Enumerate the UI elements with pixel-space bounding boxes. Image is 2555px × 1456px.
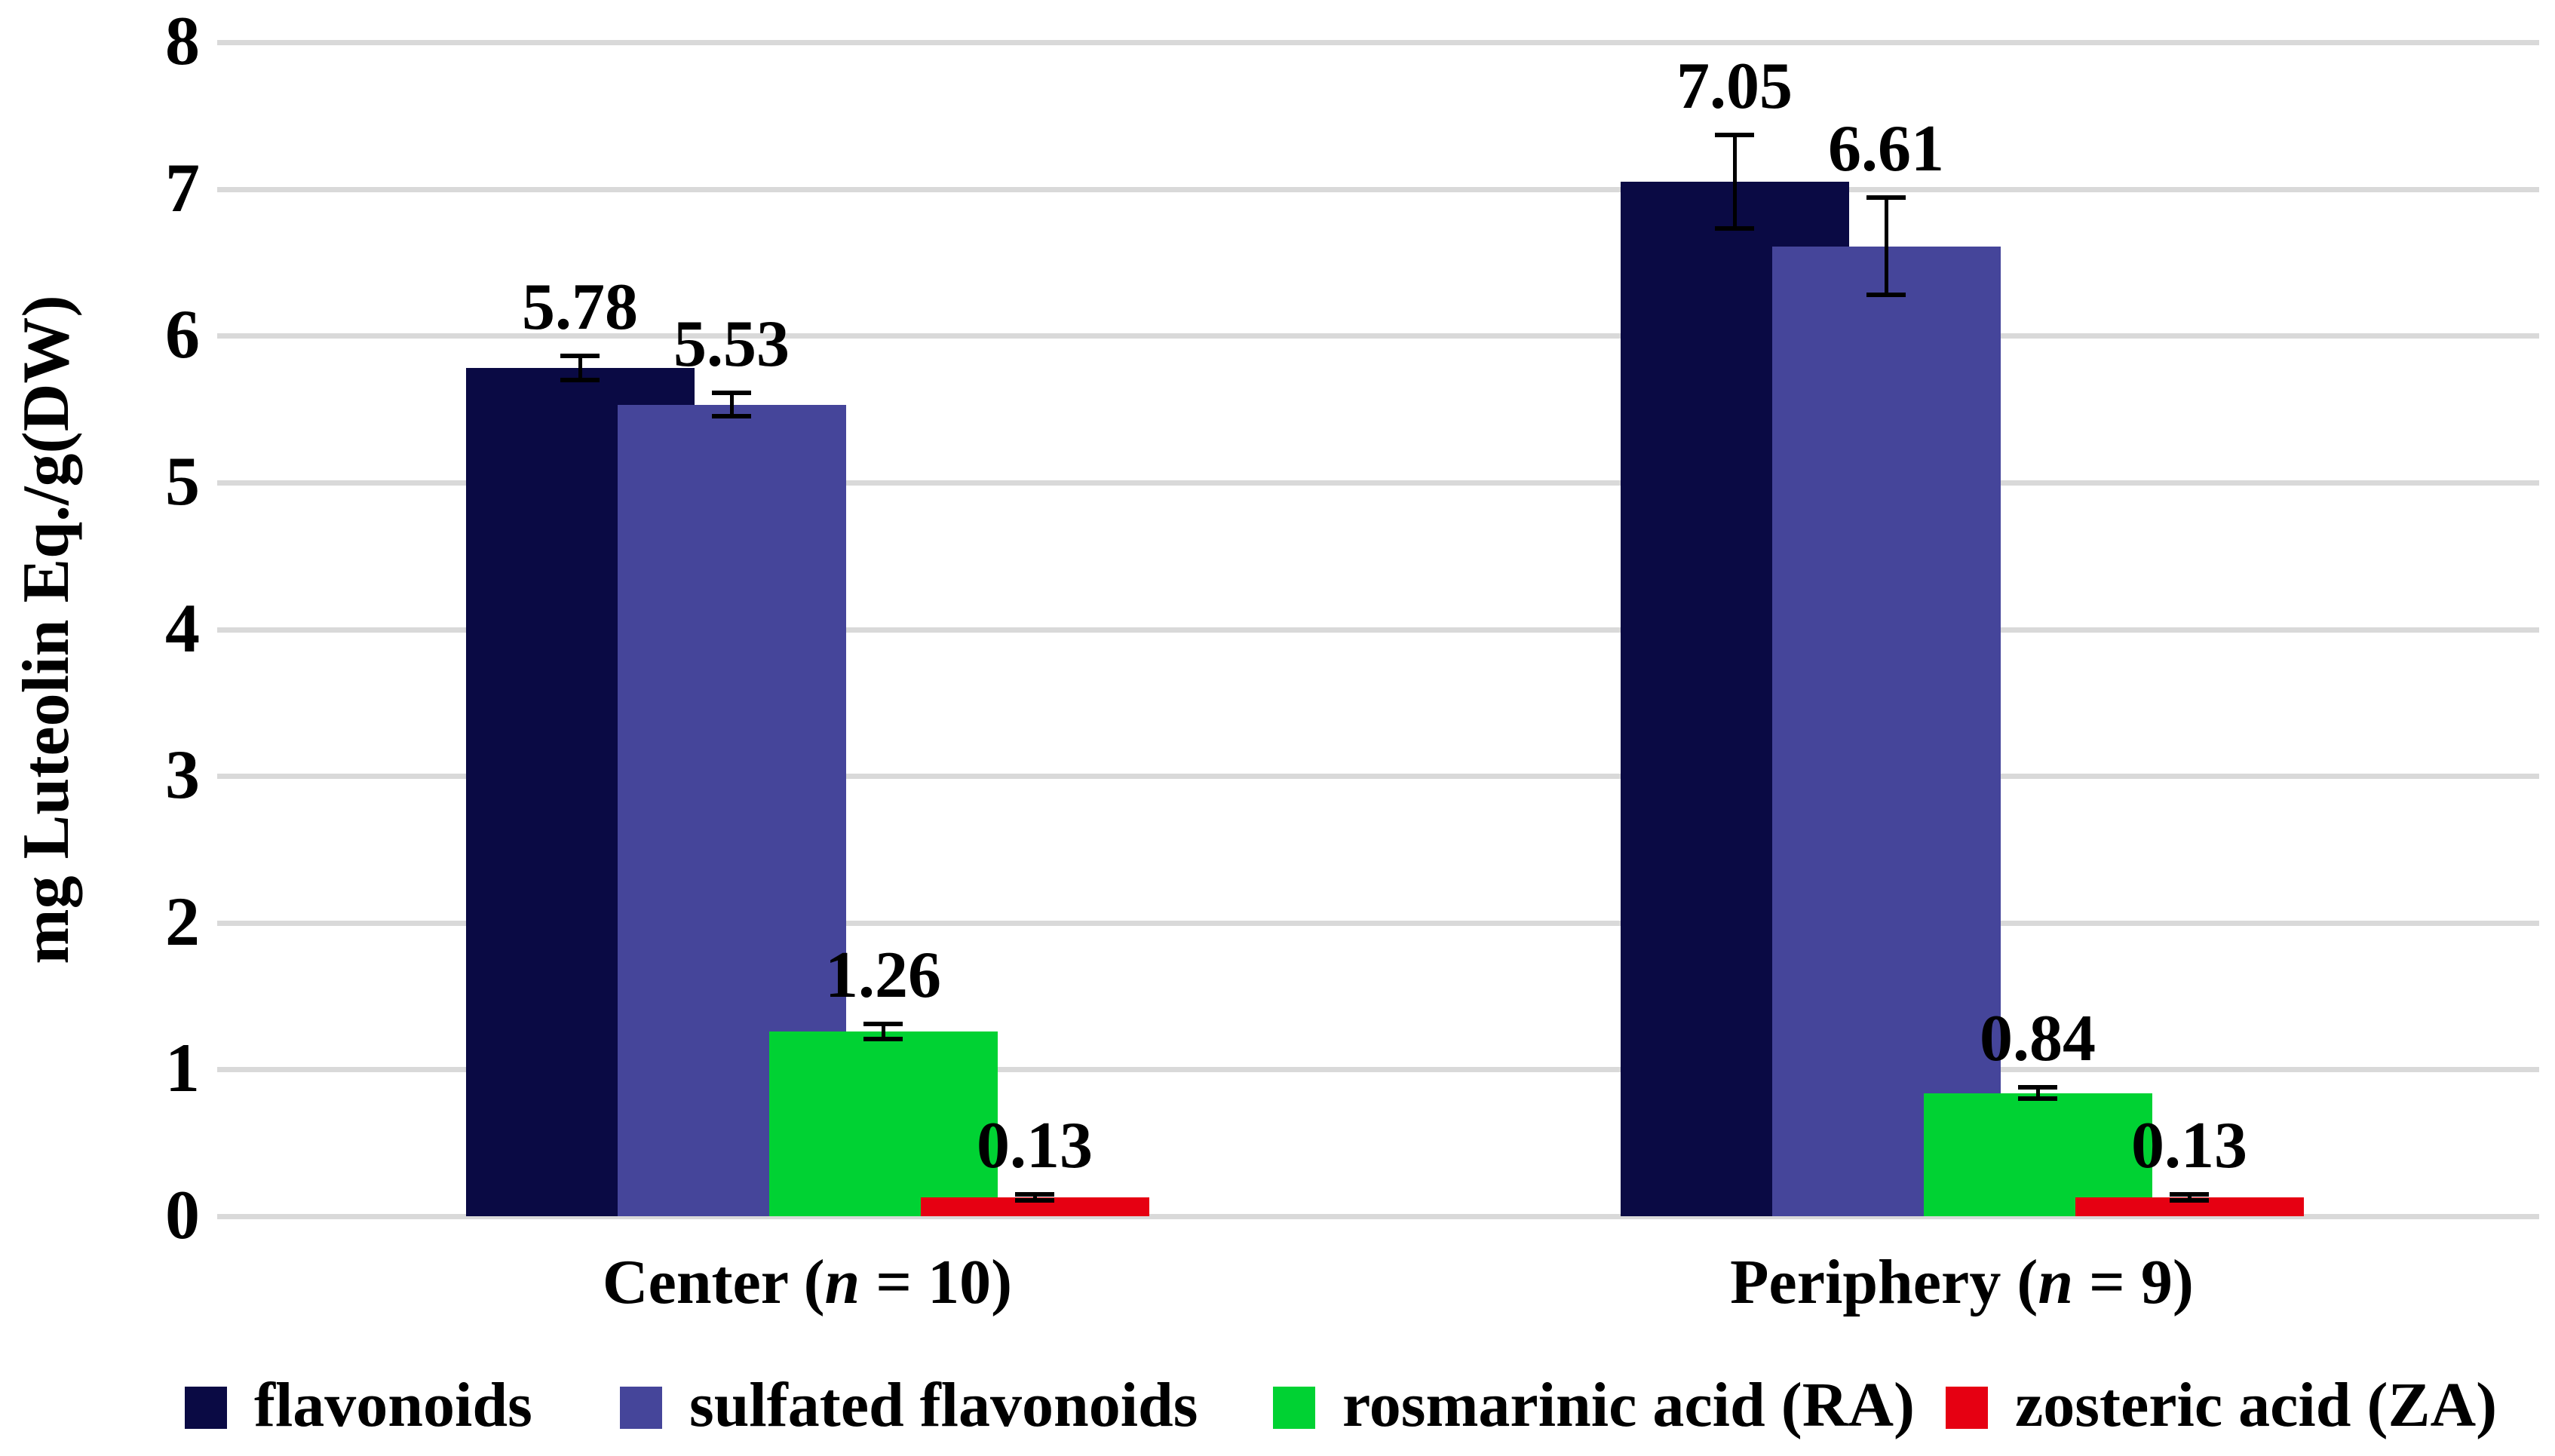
error-bar	[729, 393, 734, 417]
error-bar-cap	[2018, 1096, 2057, 1102]
y-tick-label: 7	[165, 149, 200, 226]
error-bar-cap	[1015, 1197, 1054, 1203]
legend-label: sulfated flavonoids	[689, 1370, 1198, 1440]
gridline	[217, 186, 2539, 192]
data-label: 0.13	[977, 1108, 1093, 1182]
legend-label: rosmarinic acid	[1342, 1370, 1781, 1440]
error-bar-cap	[2170, 1191, 2209, 1197]
error-bar-cap	[1715, 132, 1754, 137]
legend-label: zosteric acid	[2015, 1370, 2367, 1440]
error-bar	[881, 1024, 885, 1039]
y-tick-label: 6	[165, 296, 200, 373]
error-bar-cap	[1866, 195, 1906, 201]
error-bar	[578, 356, 582, 380]
data-label: 1.26	[825, 939, 941, 1013]
data-label: 0.13	[2131, 1108, 2247, 1182]
gridline	[217, 920, 2539, 926]
gridline	[217, 774, 2539, 780]
legend-item: sulfated flavonoids	[620, 1371, 1198, 1440]
y-tick-label: 3	[165, 736, 200, 814]
gridline	[217, 1214, 2539, 1219]
error-bar-cap	[863, 1036, 903, 1041]
error-bar-cap	[1715, 226, 1754, 231]
data-label: 0.84	[1980, 1001, 2096, 1075]
error-bar-cap	[2170, 1197, 2209, 1203]
gridline	[217, 1067, 2539, 1073]
error-bar-cap	[863, 1022, 903, 1027]
data-label: 7.05	[1676, 49, 1793, 123]
error-bar	[2187, 1194, 2192, 1200]
bar-rosmarinic-acid-RA	[768, 1031, 998, 1216]
legend-item: zosteric acid (ZA)	[1946, 1371, 2497, 1440]
data-label: 5.53	[673, 308, 790, 382]
legend-swatch	[1946, 1387, 1988, 1429]
data-label: 5.78	[522, 271, 638, 345]
legend-label-abbrev: (RA)	[1781, 1370, 1915, 1440]
legend-swatch	[620, 1387, 662, 1429]
error-bar	[1032, 1194, 1037, 1200]
error-bar	[1884, 198, 1888, 295]
y-tick-label: 8	[165, 2, 200, 79]
category-label: Center (n = 10)	[602, 1247, 1013, 1317]
error-bar-cap	[1866, 292, 1906, 297]
gridline	[217, 480, 2539, 486]
error-bar-cap	[2018, 1084, 2057, 1090]
legend-label: flavonoids	[254, 1370, 532, 1440]
legend-label-abbrev: (ZA)	[2366, 1370, 2498, 1440]
y-tick-label: 0	[165, 1176, 200, 1253]
error-bar-cap	[1015, 1191, 1054, 1197]
y-tick-label: 5	[165, 442, 200, 520]
data-label: 6.61	[1828, 112, 1944, 186]
error-bar-cap	[560, 377, 600, 382]
error-bar-cap	[712, 414, 751, 419]
bar-rosmarinic-acid-RA	[1923, 1093, 2152, 1216]
legend-item: flavonoids	[185, 1371, 532, 1440]
category-label: Periphery (n = 9)	[1730, 1247, 2194, 1317]
legend-item: rosmarinic acid (RA)	[1273, 1371, 1915, 1440]
gridline	[217, 333, 2539, 339]
error-bar	[2035, 1087, 2040, 1099]
y-tick-label: 4	[165, 589, 200, 667]
error-bar	[1732, 134, 1737, 229]
bar-sulfated-flavonoids	[1771, 246, 2001, 1216]
gridline	[217, 627, 2539, 633]
error-bar-cap	[712, 391, 751, 396]
gridline	[217, 40, 2539, 45]
y-tick-label: 1	[165, 1029, 200, 1107]
y-tick-label: 2	[165, 882, 200, 960]
error-bar-cap	[560, 354, 600, 359]
legend-swatch	[1273, 1387, 1315, 1429]
legend-swatch	[185, 1387, 227, 1429]
